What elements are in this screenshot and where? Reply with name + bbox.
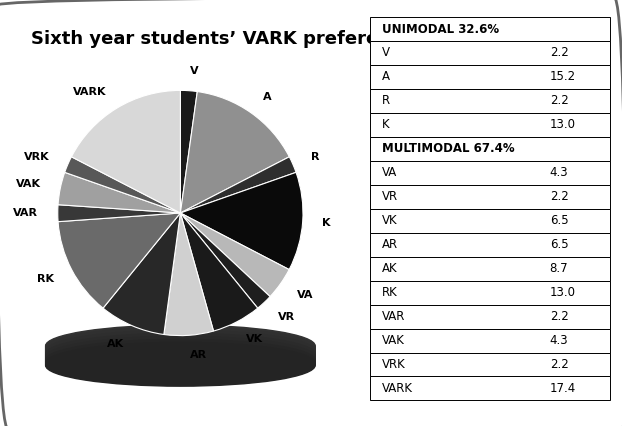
Text: VRK: VRK [382, 358, 406, 371]
Text: VAR: VAR [382, 310, 406, 323]
Text: 4.3: 4.3 [550, 166, 569, 179]
Text: 17.4: 17.4 [550, 382, 576, 395]
Text: VA: VA [382, 166, 397, 179]
FancyBboxPatch shape [370, 256, 610, 281]
Wedge shape [58, 173, 180, 213]
Text: VARK: VARK [73, 86, 106, 97]
Wedge shape [180, 173, 303, 270]
Ellipse shape [45, 341, 315, 383]
Text: RK: RK [37, 273, 54, 284]
Text: RK: RK [382, 286, 398, 299]
Text: VAK: VAK [16, 179, 41, 189]
FancyBboxPatch shape [370, 328, 610, 353]
Wedge shape [180, 90, 197, 213]
Wedge shape [72, 90, 180, 213]
Text: Sixth year students’ VARK preferences: Sixth year students’ VARK preferences [31, 30, 425, 48]
Ellipse shape [45, 330, 315, 372]
Text: 13.0: 13.0 [550, 286, 576, 299]
Text: 13.0: 13.0 [550, 118, 576, 131]
Wedge shape [103, 213, 180, 334]
FancyBboxPatch shape [370, 17, 610, 41]
Text: R: R [382, 95, 390, 107]
FancyBboxPatch shape [370, 161, 610, 185]
Text: V: V [190, 66, 199, 76]
FancyBboxPatch shape [370, 41, 610, 65]
Text: AK: AK [107, 339, 124, 348]
Text: UNIMODAL 32.6%: UNIMODAL 32.6% [382, 23, 499, 35]
FancyBboxPatch shape [370, 209, 610, 233]
Text: 8.7: 8.7 [550, 262, 569, 275]
Text: VK: VK [246, 334, 263, 344]
Ellipse shape [45, 340, 315, 381]
Ellipse shape [45, 327, 315, 369]
Wedge shape [65, 157, 180, 213]
Text: VR: VR [382, 190, 398, 203]
Text: 2.2: 2.2 [550, 95, 569, 107]
Text: V: V [382, 46, 390, 60]
Ellipse shape [45, 335, 315, 377]
Text: AK: AK [382, 262, 397, 275]
Text: 2.2: 2.2 [550, 358, 569, 371]
Wedge shape [58, 205, 180, 222]
Ellipse shape [45, 334, 315, 376]
Text: VR: VR [277, 312, 295, 322]
Text: VA: VA [297, 290, 313, 300]
Text: 2.2: 2.2 [550, 46, 569, 60]
Ellipse shape [45, 338, 315, 380]
Text: K: K [382, 118, 390, 131]
Ellipse shape [45, 343, 315, 384]
Text: VRK: VRK [24, 152, 50, 162]
Text: VARK: VARK [382, 382, 413, 395]
FancyBboxPatch shape [370, 137, 610, 161]
Ellipse shape [45, 333, 315, 375]
Text: 4.3: 4.3 [550, 334, 569, 347]
Text: K: K [322, 218, 331, 228]
Ellipse shape [45, 332, 315, 374]
Wedge shape [180, 213, 258, 331]
Text: MULTIMODAL 67.4%: MULTIMODAL 67.4% [382, 142, 514, 155]
Ellipse shape [45, 340, 315, 382]
Ellipse shape [45, 343, 315, 385]
Ellipse shape [45, 325, 315, 367]
Wedge shape [164, 213, 213, 336]
Text: 2.2: 2.2 [550, 190, 569, 203]
FancyBboxPatch shape [370, 113, 610, 137]
Wedge shape [180, 92, 289, 213]
Ellipse shape [45, 337, 315, 379]
Text: 2.2: 2.2 [550, 310, 569, 323]
Text: AR: AR [190, 350, 207, 360]
Wedge shape [180, 213, 289, 296]
Ellipse shape [45, 326, 315, 368]
FancyBboxPatch shape [370, 281, 610, 305]
FancyBboxPatch shape [370, 305, 610, 328]
Text: 6.5: 6.5 [550, 238, 569, 251]
Text: AR: AR [382, 238, 398, 251]
FancyBboxPatch shape [370, 65, 610, 89]
FancyBboxPatch shape [370, 89, 610, 113]
Text: 15.2: 15.2 [550, 70, 576, 83]
Text: VAR: VAR [13, 208, 38, 218]
Ellipse shape [45, 328, 315, 370]
FancyBboxPatch shape [370, 185, 610, 209]
Ellipse shape [45, 331, 315, 373]
Wedge shape [180, 157, 296, 213]
Text: 6.5: 6.5 [550, 214, 569, 227]
Wedge shape [58, 213, 180, 308]
Text: A: A [382, 70, 390, 83]
FancyBboxPatch shape [370, 377, 610, 400]
Ellipse shape [45, 336, 315, 378]
Text: R: R [311, 152, 320, 162]
FancyBboxPatch shape [370, 233, 610, 256]
Text: A: A [262, 92, 271, 102]
Ellipse shape [45, 344, 315, 386]
FancyBboxPatch shape [370, 353, 610, 377]
Wedge shape [180, 213, 270, 308]
Text: VAK: VAK [382, 334, 405, 347]
Ellipse shape [45, 329, 315, 371]
Text: VK: VK [382, 214, 397, 227]
